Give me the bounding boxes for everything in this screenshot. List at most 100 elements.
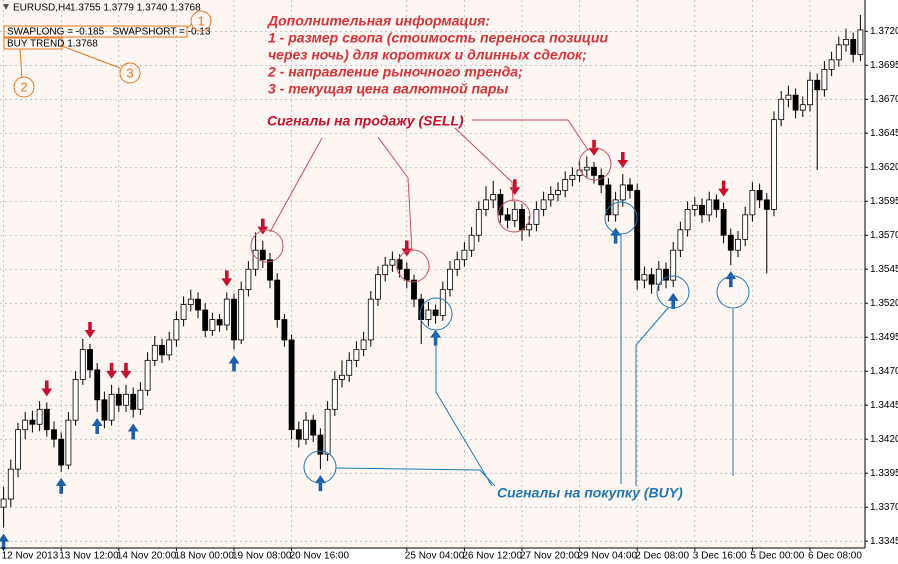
candle-body: [339, 374, 345, 380]
buy-arrow: [725, 271, 737, 288]
candle-body: [713, 199, 720, 210]
candle-body: [533, 209, 540, 225]
candle-body: [281, 319, 288, 341]
candle-body: [43, 408, 50, 431]
trend-box: [3, 37, 63, 50]
y-tick-label: 1.3445: [870, 400, 898, 411]
candle-body: [425, 309, 432, 320]
sell-arrow: [221, 270, 233, 287]
candle-body: [663, 268, 669, 281]
candle-body: [569, 175, 576, 180]
candle-body: [857, 29, 864, 55]
candle-body: [411, 279, 417, 300]
y-tick-label: 1.3395: [870, 468, 898, 479]
candle-body: [699, 204, 705, 216]
buy-arrow: [127, 423, 139, 440]
x-tick-label: 6 Dec 08:00: [808, 551, 862, 562]
candle-body: [65, 419, 72, 466]
candle-body: [231, 298, 237, 341]
candle-body: [295, 429, 302, 440]
candle-body: [72, 378, 79, 421]
candle-body: [814, 79, 821, 91]
candle-body: [792, 94, 799, 111]
x-tick-label: 19 Nov 08:00: [232, 551, 292, 562]
candle-body: [245, 268, 252, 291]
grid: [0, 0, 864, 548]
candle-body: [166, 339, 173, 356]
buy-arrow: [91, 418, 103, 435]
candle-body: [202, 309, 209, 331]
x-tick-label: 5 Dec 00:00: [750, 551, 804, 562]
candle-body: [504, 214, 511, 221]
candle-body: [195, 298, 201, 311]
y-tick-label: 1.3595: [870, 196, 898, 207]
candle-body: [771, 119, 777, 210]
candle-body: [288, 339, 295, 431]
candle-body: [461, 249, 468, 261]
candle-body: [79, 349, 86, 380]
candle-body: [648, 274, 655, 285]
candle-body: [159, 344, 165, 356]
candle-body: [389, 259, 396, 266]
candle-body: [778, 98, 785, 121]
candle-body: [101, 399, 108, 421]
candle-body: [432, 309, 439, 316]
candle-body: [807, 79, 813, 106]
candle-body: [94, 369, 101, 401]
y-tick-label: 1.3370: [870, 502, 898, 513]
candle-body: [677, 229, 684, 251]
candle-body: [346, 359, 353, 376]
candle-body: [742, 214, 749, 240]
candle-body: [223, 298, 230, 326]
candle-body: [51, 429, 57, 440]
candle-body: [15, 429, 21, 470]
sell-callouts: [250, 119, 612, 283]
candle-body: [583, 166, 590, 171]
candle-body: [29, 419, 36, 425]
candle-body: [209, 319, 216, 331]
sell-arrow: [509, 179, 521, 196]
sell-arrow: [120, 362, 132, 379]
candle-body: [555, 189, 561, 195]
x-tick-label: 3 Dec 16:00: [693, 551, 747, 562]
candle-body: [684, 209, 691, 231]
candle-body: [828, 59, 835, 70]
candle-body: [439, 289, 446, 316]
candle-body: [324, 408, 331, 455]
swap-box: [3, 25, 188, 38]
buy-arrow: [0, 533, 9, 550]
y-tick-label: 1.3420: [870, 434, 898, 445]
buy-arrow: [228, 355, 240, 372]
candle-body: [360, 339, 367, 350]
candle-body: [180, 304, 187, 320]
y-tick-label: 1.3545: [870, 264, 898, 275]
sell-label: Сигналы на продажу (SELL): [267, 113, 464, 129]
candle-body: [22, 419, 29, 431]
candle-body: [749, 189, 756, 216]
candle-body: [108, 393, 115, 421]
candle-body: [130, 393, 137, 410]
buy-arrow: [667, 292, 679, 309]
candle-body: [7, 468, 14, 500]
candle-body: [756, 189, 763, 201]
y-tick-label: 1.3495: [870, 332, 898, 343]
candle-body: [382, 264, 389, 276]
candle-body: [274, 279, 281, 320]
sell-arrow: [84, 322, 96, 339]
note-line: 1 - размер свопа (стоимость переноса поз…: [268, 30, 608, 46]
candle-body: [144, 359, 151, 391]
buy-arrow: [55, 477, 67, 494]
candle-body: [634, 189, 641, 281]
candle-body: [475, 209, 482, 236]
candle-body: [468, 234, 475, 251]
candle-body: [511, 209, 518, 221]
candle-body: [598, 175, 605, 186]
candle-body: [87, 349, 93, 371]
candle-body: [735, 238, 741, 251]
candle-body: [123, 393, 129, 406]
candle-body: [216, 319, 223, 326]
y-tick-label: 1.3670: [870, 94, 898, 105]
candle-body: [627, 184, 633, 191]
x-tick-label: 14 Nov 20:00: [117, 551, 177, 562]
